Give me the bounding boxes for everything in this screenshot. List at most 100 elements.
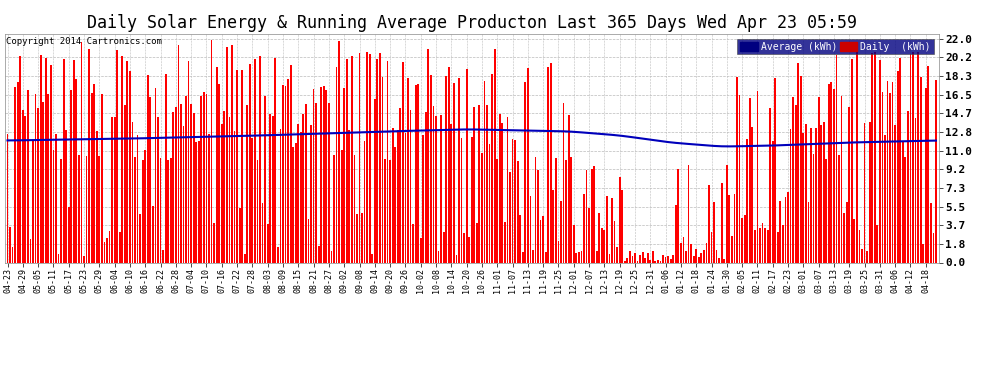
Bar [328,103,330,262]
Bar [609,254,611,262]
Bar [124,105,126,262]
Bar [512,139,514,262]
Bar [790,129,791,262]
Bar [667,255,669,262]
Bar [706,243,707,262]
Bar [392,128,394,262]
Bar [598,213,600,262]
Bar [231,45,233,262]
Bar [78,155,80,262]
Bar [616,247,618,262]
Bar [114,117,116,262]
Bar [93,84,95,262]
Bar [104,242,105,262]
Bar [912,52,914,262]
Bar [453,83,454,262]
Bar [132,122,134,262]
Bar [116,50,118,262]
Bar [478,105,480,262]
Bar [348,130,350,262]
Bar [264,96,266,262]
Bar [379,53,381,262]
Bar [134,157,136,262]
Bar [137,135,139,262]
Bar [580,251,582,262]
Bar [731,236,733,262]
Bar [175,108,177,262]
Bar [586,170,587,262]
Bar [48,94,50,262]
Bar [797,63,799,262]
Bar [560,201,562,262]
Bar [351,56,352,262]
Bar [774,78,776,262]
Bar [242,70,244,262]
Bar [185,96,187,262]
Bar [310,125,312,262]
Bar [52,150,54,262]
Bar [313,89,315,262]
Bar [407,78,409,262]
Bar [17,82,19,262]
Bar [154,88,156,262]
Bar [465,69,467,262]
Bar [341,150,343,262]
Bar [446,76,447,262]
Bar [664,257,666,262]
Bar [902,142,904,262]
Bar [742,218,743,262]
Bar [509,172,511,262]
Bar [823,122,825,262]
Bar [336,67,338,262]
Bar [845,202,847,262]
Bar [543,216,545,262]
Bar [871,53,873,262]
Bar [43,102,45,262]
Bar [532,250,534,262]
Bar [772,141,773,262]
Bar [436,116,437,262]
Bar [221,124,223,262]
Bar [287,79,289,262]
Bar [40,55,42,262]
Bar [850,58,852,262]
Bar [657,260,658,262]
Bar [604,231,605,262]
Bar [384,159,386,262]
Bar [766,230,768,262]
Bar [109,231,111,262]
Bar [538,170,539,262]
Bar [856,43,857,262]
Bar [614,221,616,262]
Bar [843,213,845,262]
Bar [229,117,231,262]
Bar [300,132,302,262]
Bar [881,92,883,262]
Bar [848,107,850,262]
Bar [915,118,917,262]
Bar [20,56,21,262]
Bar [739,95,741,262]
Bar [157,117,158,262]
Bar [646,253,648,262]
Bar [879,60,881,262]
Bar [779,201,781,262]
Bar [50,65,51,262]
Bar [318,246,320,262]
Bar [659,261,661,262]
Bar [606,196,608,262]
Bar [30,239,32,262]
Bar [381,76,383,262]
Bar [491,75,493,262]
Bar [106,238,108,262]
Bar [810,128,812,262]
Bar [443,232,445,262]
Bar [910,54,912,262]
Bar [483,81,485,262]
Bar [269,114,271,262]
Bar [611,198,613,262]
Bar [458,78,460,262]
Bar [858,230,860,262]
Bar [565,160,567,262]
Bar [450,124,452,262]
